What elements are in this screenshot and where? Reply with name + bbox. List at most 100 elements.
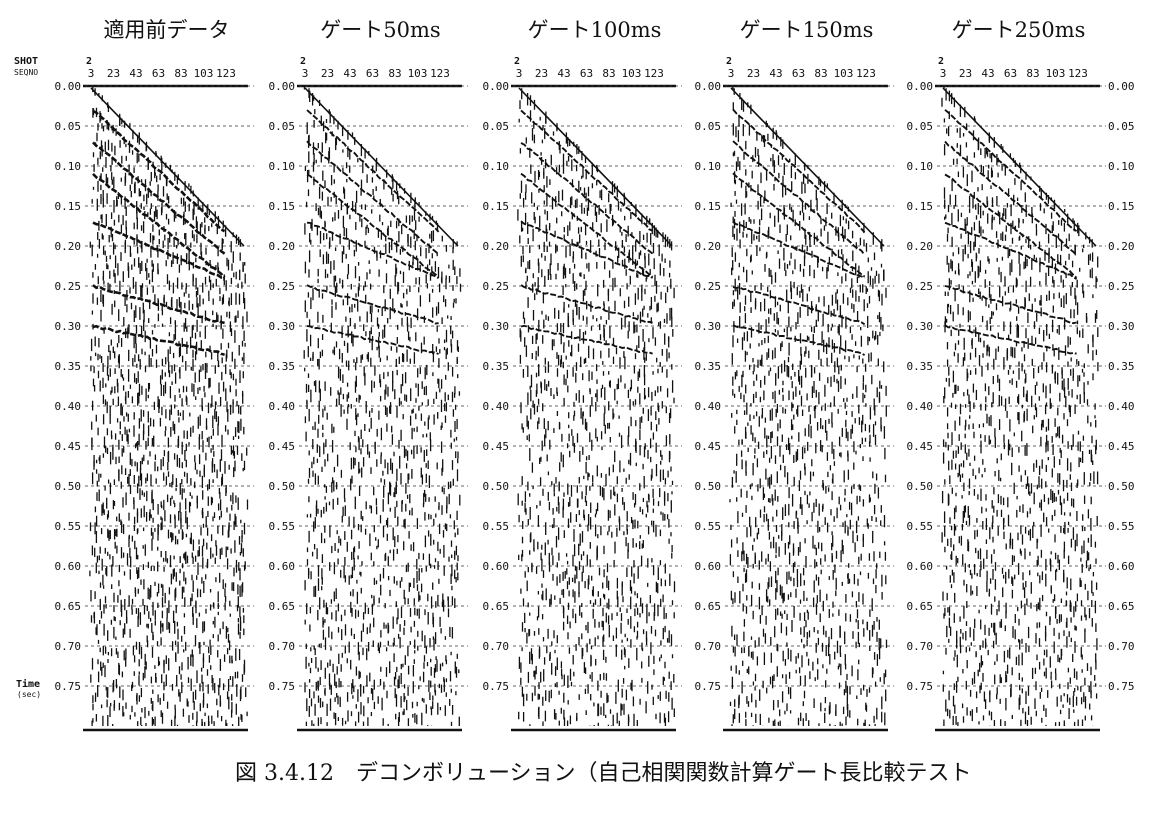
time-tick-label-left: 0.75: [55, 680, 82, 693]
time-tick-label-left: 0.45: [269, 440, 296, 453]
time-tick-label-left: 0.20: [483, 240, 510, 253]
trace-tick-label: 123: [430, 67, 450, 80]
trace-wiggle: [830, 212, 836, 726]
trace-wiggle: [776, 172, 782, 726]
trace-wiggle: [857, 237, 863, 695]
trace-wiggle: [310, 93, 315, 699]
trace-wiggle: [1008, 204, 1014, 697]
trace-wiggle: [582, 170, 588, 694]
trace-wiggle: [984, 147, 989, 709]
trace-wiggle: [362, 226, 367, 726]
trace-wiggle: [449, 247, 455, 693]
reflection-event: [520, 284, 653, 324]
trace-wiggle: [1069, 218, 1075, 708]
trace-wiggle: [562, 132, 568, 726]
trace-wiggle: [990, 137, 996, 721]
trace-wiggle: [357, 190, 363, 723]
trace-tick-label: 83: [174, 67, 187, 80]
time-tick-label-left: 0.50: [55, 480, 82, 493]
trace-tick-label: 23: [535, 67, 548, 80]
trace-wiggle: [864, 243, 870, 726]
trace-wiggle: [1067, 286, 1073, 705]
trace-wiggle: [1017, 164, 1023, 726]
trace-tick-label: 123: [644, 67, 664, 80]
trace-wiggle: [670, 287, 676, 717]
time-tick-label-left: 0.05: [55, 120, 82, 133]
trace-wiggle: [752, 147, 757, 723]
trace-wiggle: [882, 269, 888, 726]
time-tick-label-left: 0.40: [483, 400, 510, 413]
trace-wiggle: [156, 155, 162, 703]
trace-wiggle: [740, 97, 746, 694]
trace-tick-label: 3: [302, 67, 309, 80]
trace-wiggle: [810, 250, 816, 708]
time-tick-label-right: 0.10: [1108, 160, 1135, 173]
trace-wiggle: [999, 146, 1005, 683]
trace-tick-label: 83: [388, 67, 401, 80]
trace-wiggle: [152, 151, 159, 725]
trace-wiggle: [801, 173, 806, 726]
trace-wiggle: [537, 116, 543, 717]
time-tick-label-left: 0.65: [695, 600, 722, 613]
trace-tick-label: 63: [366, 67, 379, 80]
trace-wiggle: [806, 164, 811, 666]
trace-wiggle: [767, 144, 773, 685]
reflection-event: [944, 324, 1077, 355]
trace-wiggle: [957, 209, 962, 726]
reflection-event: [306, 284, 439, 325]
trace-wiggle: [1079, 248, 1084, 726]
trace-wiggle: [343, 146, 349, 725]
trace-wiggle: [1085, 254, 1091, 692]
trace-wiggle: [346, 130, 351, 722]
trace-wiggle: [844, 204, 849, 726]
trace-wiggle: [429, 215, 435, 726]
time-tick-label-left: 0.50: [907, 480, 934, 493]
trace-wiggle: [379, 222, 385, 726]
time-tick-label-left: 0.65: [483, 600, 510, 613]
trace-wiggle: [334, 136, 340, 726]
trace-wiggle: [241, 262, 249, 717]
time-tick-label-left: 0.35: [907, 360, 934, 373]
trace-wiggle: [324, 132, 328, 716]
trace-wiggle: [219, 220, 226, 707]
trace-wiggle: [237, 239, 244, 722]
reflection-event: [520, 109, 653, 232]
trace-tick-label: 123: [1068, 67, 1088, 80]
trace-wiggle: [341, 125, 347, 726]
trace-wiggle: [799, 181, 804, 722]
reflection-event: [944, 140, 1078, 256]
trace-wiggle: [333, 116, 338, 719]
time-tick-label-left: 0.60: [269, 560, 296, 573]
reflection-event: [92, 109, 226, 233]
time-tick-label-left: 0.45: [55, 440, 82, 453]
trace-wiggle: [548, 154, 554, 699]
seqno-label: SEQNO: [14, 68, 38, 77]
trace-tick-label: 103: [622, 67, 642, 80]
seismic-traces: [729, 86, 888, 726]
trace-tick-label: 3: [88, 67, 95, 80]
trace-wiggle: [544, 113, 550, 701]
trace-wiggle: [221, 239, 228, 726]
trace-wiggle: [796, 210, 802, 674]
time-tick-label-left: 0.25: [55, 280, 82, 293]
time-tick-label-left: 0.75: [907, 680, 934, 693]
trace-wiggle: [366, 151, 372, 726]
trace-wiggle: [422, 248, 428, 703]
trace-wiggle: [605, 193, 610, 726]
trace-wiggle: [524, 93, 529, 701]
time-unit-label: (sec): [17, 690, 41, 699]
time-tick-label-right: 0.35: [1108, 360, 1135, 373]
time-tick-label-right: 0.45: [1108, 440, 1135, 453]
trace-wiggle: [977, 140, 982, 694]
trace-wiggle: [454, 241, 459, 696]
trace-wiggle: [1058, 254, 1063, 715]
trace-wiggle: [303, 86, 309, 726]
trace-wiggle: [433, 220, 439, 696]
trace-wiggle: [353, 137, 358, 726]
trace-tick-label: 63: [152, 67, 165, 80]
time-axis-label: Time: [16, 678, 40, 690]
reflection-event: [92, 324, 225, 356]
trace-wiggle: [201, 202, 207, 726]
trace-wiggle: [183, 183, 190, 723]
time-tick-label-left: 0.75: [269, 680, 296, 693]
